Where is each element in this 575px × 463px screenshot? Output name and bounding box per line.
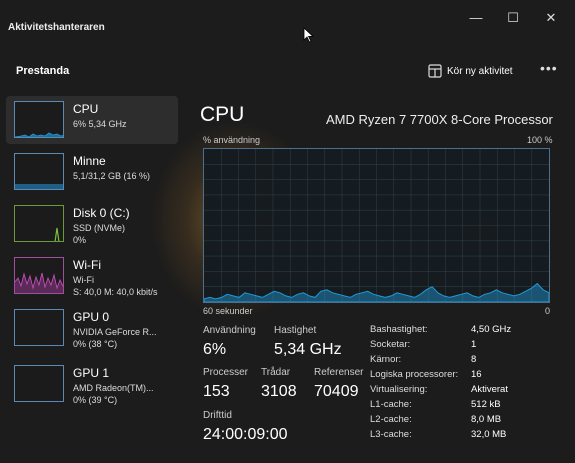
graph-y-max-label: 100 % <box>527 135 553 145</box>
spec-key: L2-cache: <box>370 414 412 425</box>
gpu0-usage: 0% (38 °C) <box>73 339 118 349</box>
sidebar-item-detail: AMD Radeon(TM)... 0% (39 °C) <box>73 382 154 406</box>
cpu-usage-chart <box>204 149 549 302</box>
mouse-cursor-icon <box>303 27 315 43</box>
cpu-usage-area <box>204 282 549 302</box>
spec-value: 32,0 MB <box>471 429 507 440</box>
sidebar-item-label: GPU 1 <box>73 366 110 380</box>
spec-value: 4,50 GHz <box>471 324 512 335</box>
gpu0-model: NVIDIA GeForce R... <box>73 327 157 337</box>
run-task-label: Kör ny aktivitet <box>447 65 513 77</box>
speed-value: 5,34 GHz <box>274 341 342 358</box>
gpu0-thumbnail-graph <box>14 309 64 346</box>
handles-label: Referenser <box>314 367 364 378</box>
spec-value: 1 <box>471 339 477 350</box>
page-header: Prestanda Kör ny aktivitet ••• <box>0 54 575 88</box>
graph-time-label: 60 sekunder <box>203 306 253 316</box>
spec-value: 8,0 MB <box>471 414 502 425</box>
run-new-task-button[interactable]: Kör ny aktivitet <box>428 62 513 80</box>
uptime-value: 24:00:09:00 <box>203 426 288 443</box>
gpu1-usage: 0% (39 °C) <box>73 395 118 405</box>
more-options-button[interactable]: ••• <box>540 60 558 76</box>
wifi-throughput: S: 40,0 M: 40,0 kbit/s <box>73 287 158 297</box>
processes-label: Processer <box>203 367 249 378</box>
gpu1-thumbnail-graph <box>14 365 64 402</box>
sidebar-item-gpu1[interactable]: GPU 1 AMD Radeon(TM)... 0% (39 °C) <box>6 360 178 408</box>
page-title: Prestanda <box>16 65 70 77</box>
graph-time-end-label: 0 <box>545 306 551 316</box>
wifi-adapter: Wi-Fi <box>73 275 94 285</box>
sidebar-item-disk0[interactable]: Disk 0 (C:) SSD (NVMe) 0% <box>6 200 178 248</box>
disk-type: SSD (NVMe) <box>73 223 126 233</box>
app-title: Aktivitetshanteraren <box>8 22 105 33</box>
spec-key: Bashastighet: <box>370 324 428 335</box>
spec-key: Kärnor: <box>370 354 402 365</box>
maximize-button[interactable]: ☐ <box>507 10 519 25</box>
cpu-thumbnail-graph <box>14 101 64 138</box>
sidebar-item-label: GPU 0 <box>73 310 110 324</box>
spec-key: L1-cache: <box>370 399 412 410</box>
minimize-button[interactable]: — <box>469 10 483 25</box>
disk-usage: 0% <box>73 235 87 245</box>
resource-title: CPU <box>200 103 245 126</box>
handles-value: 70409 <box>314 383 359 400</box>
spec-value: Aktiverat <box>471 384 508 395</box>
spec-key: L3-cache: <box>370 429 412 440</box>
sidebar-item-label: Disk 0 (C:) <box>73 206 130 220</box>
spec-value: 512 kB <box>471 399 501 410</box>
sidebar-item-detail: NVIDIA GeForce R... 0% (38 °C) <box>73 326 157 350</box>
threads-value: 3108 <box>261 383 297 400</box>
sidebar-item-label: Minne <box>73 154 106 168</box>
cpu-model-name: AMD Ryzen 7 7700X 8-Core Processor <box>326 112 553 127</box>
spec-key: Logiska processorer: <box>370 369 459 380</box>
processes-value: 153 <box>203 383 230 400</box>
wifi-thumbnail-graph <box>14 257 64 294</box>
sidebar-item-detail: 5,1/31,2 GB (16 %) <box>73 171 151 181</box>
speed-label: Hastighet <box>274 325 317 336</box>
graph-y-label: % användning <box>203 135 261 145</box>
sidebar-item-label: Wi-Fi <box>73 258 101 272</box>
sidebar-item-wifi[interactable]: Wi-Fi Wi-Fi S: 40,0 M: 40,0 kbit/s <box>6 252 178 300</box>
cpu-usage-graph <box>203 148 550 303</box>
spec-value: 16 <box>471 369 482 380</box>
disk-thumbnail-graph <box>14 205 64 242</box>
sidebar-item-detail: 6% 5,34 GHz <box>73 119 127 129</box>
usage-label: Användning <box>203 325 256 336</box>
run-task-icon <box>428 64 442 78</box>
spec-value: 8 <box>471 354 477 365</box>
gpu1-model: AMD Radeon(TM)... <box>73 383 154 393</box>
graph-grid <box>204 149 549 302</box>
sidebar-item-detail: SSD (NVMe) 0% <box>73 222 125 246</box>
spec-key: Socketar: <box>370 339 411 350</box>
threads-label: Trådar <box>261 367 291 378</box>
spec-key: Virtualisering: <box>370 384 428 395</box>
sidebar-item-label: CPU <box>73 102 99 116</box>
memory-thumbnail-graph <box>14 153 64 190</box>
sidebar-item-detail: Wi-Fi S: 40,0 M: 40,0 kbit/s <box>73 274 158 298</box>
close-button[interactable]: ✕ <box>545 10 557 25</box>
uptime-label: Drifttid <box>203 410 232 421</box>
usage-value: 6% <box>203 341 227 358</box>
sidebar-item-memory[interactable]: Minne 5,1/31,2 GB (16 %) <box>6 148 178 196</box>
sidebar-item-cpu[interactable]: CPU 6% 5,34 GHz <box>6 96 178 144</box>
sidebar-item-gpu0[interactable]: GPU 0 NVIDIA GeForce R... 0% (38 °C) <box>6 304 178 352</box>
title-bar[interactable]: Aktivitetshanteraren — ☐ ✕ <box>0 0 575 43</box>
